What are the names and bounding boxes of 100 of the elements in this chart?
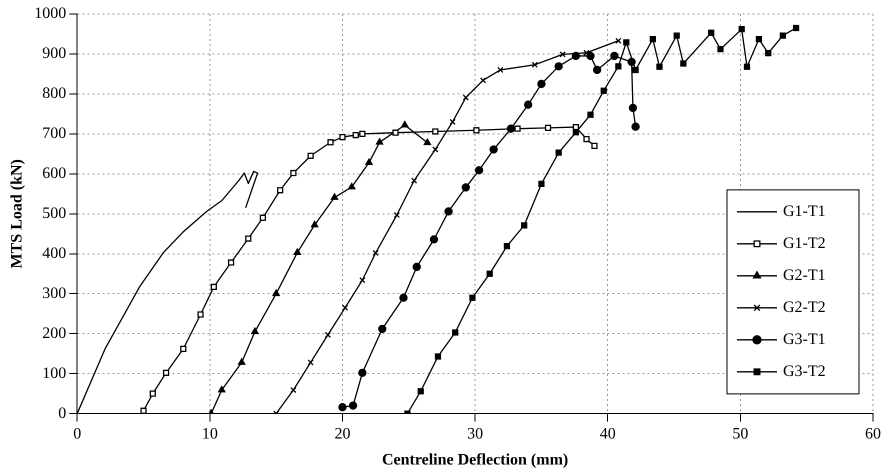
point (348, 401, 358, 410)
legend-label: G3-T1 (783, 331, 826, 348)
point (330, 193, 338, 200)
y-axis-title: MTS Load (kN) (8, 159, 26, 268)
y-tick-label: 200 (42, 324, 66, 342)
point (251, 328, 259, 334)
point (310, 220, 318, 228)
point (324, 332, 331, 338)
point (308, 359, 314, 366)
y-tick-label: 100 (42, 364, 66, 382)
x-tick-label: 30 (467, 425, 484, 442)
point (162, 370, 170, 376)
point (572, 124, 580, 130)
point (418, 388, 424, 394)
point (272, 290, 280, 296)
point (586, 52, 595, 60)
point (554, 62, 563, 70)
point (632, 66, 639, 74)
point (430, 235, 438, 244)
point (378, 324, 386, 334)
point (486, 270, 493, 277)
point (399, 294, 408, 302)
point (600, 88, 607, 94)
point (474, 166, 484, 174)
point (583, 136, 590, 142)
point (738, 26, 745, 32)
point (497, 66, 504, 74)
point (365, 158, 373, 166)
point (521, 222, 528, 229)
point (372, 250, 379, 256)
point (469, 294, 476, 301)
x-tick-label: 0 (73, 425, 82, 442)
point (780, 32, 786, 39)
point (765, 50, 772, 56)
point (238, 358, 246, 365)
point (348, 182, 356, 190)
point (444, 207, 453, 216)
point (290, 170, 297, 176)
y-tick-label: 700 (42, 125, 66, 142)
point (449, 118, 456, 126)
point (359, 130, 366, 138)
point (532, 62, 538, 68)
point (434, 353, 442, 360)
y-tick-label: 500 (42, 205, 66, 222)
y-tick-label: 800 (42, 85, 66, 102)
x-tick-label: 50 (732, 425, 748, 442)
point (218, 386, 226, 392)
point (674, 32, 680, 39)
point (462, 183, 470, 192)
point (352, 132, 359, 138)
x-tick-label: 20 (334, 425, 350, 442)
point (587, 112, 594, 118)
point (308, 152, 314, 159)
point (290, 386, 297, 394)
y-tick-label: 400 (42, 244, 66, 262)
point (504, 243, 510, 250)
point (180, 346, 186, 352)
point (462, 94, 469, 101)
point (623, 39, 630, 46)
point (680, 60, 686, 67)
point (615, 38, 622, 44)
y-tick-label: 600 (42, 165, 66, 182)
point (412, 262, 421, 272)
point (197, 311, 204, 318)
point (756, 36, 762, 42)
point (339, 134, 346, 140)
point (432, 146, 438, 153)
point (359, 277, 366, 284)
point (592, 66, 602, 74)
point (210, 284, 217, 290)
point (610, 52, 619, 60)
point (744, 64, 750, 70)
point (627, 58, 636, 66)
x-tick-label: 10 (202, 425, 218, 442)
y-tick-label: 300 (42, 284, 66, 302)
point (480, 77, 486, 84)
point (424, 138, 432, 146)
x-tick-label: 60 (865, 425, 881, 442)
point (538, 180, 545, 187)
point (615, 63, 622, 70)
point (228, 259, 234, 266)
point (792, 24, 800, 32)
legend-label: G1-T2 (783, 235, 826, 252)
y-tick-label: 0 (58, 404, 66, 422)
point (277, 187, 284, 194)
y-tick-label: 900 (42, 45, 66, 62)
point (591, 142, 598, 149)
point (560, 51, 566, 58)
point (556, 150, 562, 156)
point (294, 248, 302, 255)
x-axis-title: Centreline Deflection (mm) (382, 452, 568, 469)
y-tick-label: 1000 (34, 5, 66, 22)
legend-label: G1-T1 (783, 203, 826, 220)
point (473, 127, 480, 134)
point (583, 50, 590, 56)
legend-label: G2-T2 (783, 299, 826, 316)
point (392, 130, 399, 136)
point (327, 139, 334, 146)
point (410, 178, 418, 184)
point (631, 122, 640, 131)
